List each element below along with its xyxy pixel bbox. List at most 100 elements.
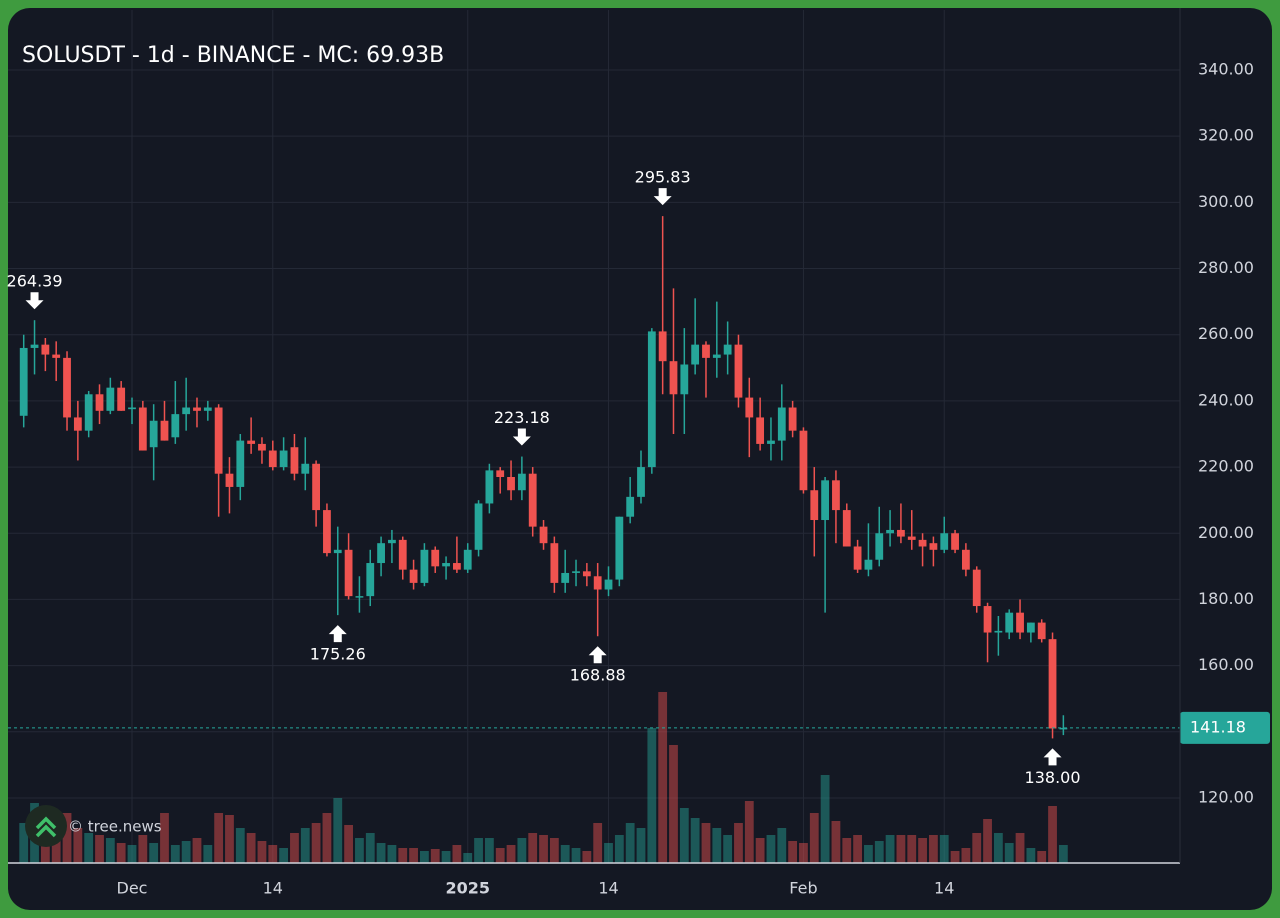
y-tick-label: 260.00 bbox=[1198, 324, 1254, 343]
candle-body bbox=[702, 344, 710, 358]
volume-bar bbox=[636, 828, 646, 863]
volume-bar bbox=[1058, 845, 1068, 863]
last-price-box bbox=[1180, 711, 1270, 744]
volume-bar bbox=[701, 823, 711, 863]
candle-body bbox=[799, 430, 808, 491]
volume-bar bbox=[430, 849, 440, 863]
volume-bar bbox=[333, 798, 343, 863]
volume-bar bbox=[625, 823, 635, 863]
volume-bar bbox=[690, 818, 700, 863]
candle-body bbox=[19, 347, 28, 416]
candle-body bbox=[203, 407, 212, 411]
x-tick-label: Feb bbox=[789, 879, 817, 898]
candle-body bbox=[1005, 612, 1014, 633]
candle-body bbox=[918, 539, 927, 547]
volume-bar bbox=[192, 838, 202, 863]
candle-body bbox=[734, 344, 743, 398]
candle-body bbox=[279, 450, 288, 468]
volume-bar bbox=[300, 828, 310, 863]
candle-body bbox=[171, 414, 180, 438]
volume-bar bbox=[105, 838, 115, 863]
volume-bar bbox=[409, 848, 418, 863]
candle-body bbox=[777, 407, 786, 441]
candle-body bbox=[420, 549, 429, 583]
candle-body bbox=[907, 536, 916, 540]
candle-body bbox=[258, 443, 266, 451]
volume-bar bbox=[1004, 843, 1014, 863]
volume-bar bbox=[777, 828, 787, 863]
volume-bar bbox=[571, 848, 581, 863]
candle-body bbox=[658, 331, 667, 362]
volume-bar bbox=[647, 728, 657, 863]
marker-arrow bbox=[1043, 748, 1062, 766]
candle-body bbox=[138, 407, 147, 451]
volume-bar bbox=[549, 838, 559, 863]
candle-body bbox=[106, 387, 115, 411]
volume-bar bbox=[929, 835, 938, 863]
volume-bar bbox=[127, 845, 137, 863]
volume-bar bbox=[62, 813, 72, 863]
volume-bar bbox=[225, 815, 234, 863]
candle-body bbox=[485, 470, 494, 504]
candle-body bbox=[463, 549, 472, 570]
candle-body bbox=[517, 473, 526, 491]
candle-body bbox=[496, 470, 505, 478]
volume-bar bbox=[214, 813, 224, 863]
volume-bar bbox=[73, 828, 83, 863]
volume-bar bbox=[149, 843, 159, 863]
volume-bar bbox=[972, 833, 982, 863]
marker-arrow bbox=[653, 188, 672, 206]
candle-body bbox=[442, 563, 450, 567]
marker-arrow bbox=[25, 292, 44, 310]
candle-body bbox=[323, 510, 331, 554]
volume-bar bbox=[138, 835, 148, 863]
candle-body bbox=[691, 344, 700, 365]
volume-bar bbox=[268, 845, 278, 863]
volume-bar bbox=[679, 808, 689, 863]
candle-body bbox=[756, 417, 765, 444]
candle-body bbox=[723, 344, 732, 355]
volume-bar bbox=[279, 848, 289, 863]
volume-bar bbox=[853, 835, 862, 863]
volume-bar bbox=[376, 843, 386, 863]
extreme-label: 168.88 bbox=[570, 666, 626, 685]
candle-body bbox=[604, 579, 613, 590]
candle-body bbox=[582, 571, 591, 577]
candle-body bbox=[312, 463, 321, 511]
volume-bar bbox=[484, 838, 494, 863]
volume-bar bbox=[398, 848, 408, 863]
candle-body bbox=[647, 331, 656, 468]
volume-bar bbox=[355, 838, 364, 863]
volume-bar bbox=[203, 845, 213, 863]
candle-body bbox=[1037, 622, 1046, 640]
watermark: © tree.news bbox=[68, 818, 162, 836]
volume-bar bbox=[257, 841, 267, 863]
volume-bar bbox=[820, 775, 830, 863]
volume-bar bbox=[950, 851, 960, 863]
candle-body bbox=[767, 440, 775, 444]
volume-bar bbox=[181, 841, 191, 863]
volume-bar bbox=[495, 848, 505, 863]
volume-bar bbox=[614, 835, 624, 863]
volume-bar bbox=[864, 845, 873, 863]
candle-body bbox=[637, 467, 645, 497]
x-tick-label: 14 bbox=[934, 879, 954, 898]
candle-body bbox=[951, 533, 959, 550]
candle-body bbox=[388, 539, 396, 544]
volume-bar bbox=[160, 813, 169, 863]
candle-body bbox=[290, 447, 299, 474]
volume-bar bbox=[344, 825, 353, 863]
candle-body bbox=[550, 543, 559, 583]
candle-body bbox=[63, 357, 71, 418]
volume-bar bbox=[809, 813, 819, 863]
candle-body bbox=[864, 559, 873, 570]
last-price-label: 141.18 bbox=[1190, 717, 1246, 736]
x-tick-label: 14 bbox=[263, 879, 283, 898]
volume-bar bbox=[170, 845, 180, 863]
candle-body bbox=[431, 549, 440, 567]
candle-body bbox=[886, 529, 894, 534]
candle-body bbox=[572, 571, 580, 573]
volume-bar bbox=[246, 833, 256, 863]
volume-bar bbox=[463, 853, 473, 863]
volume-bar bbox=[842, 838, 852, 863]
